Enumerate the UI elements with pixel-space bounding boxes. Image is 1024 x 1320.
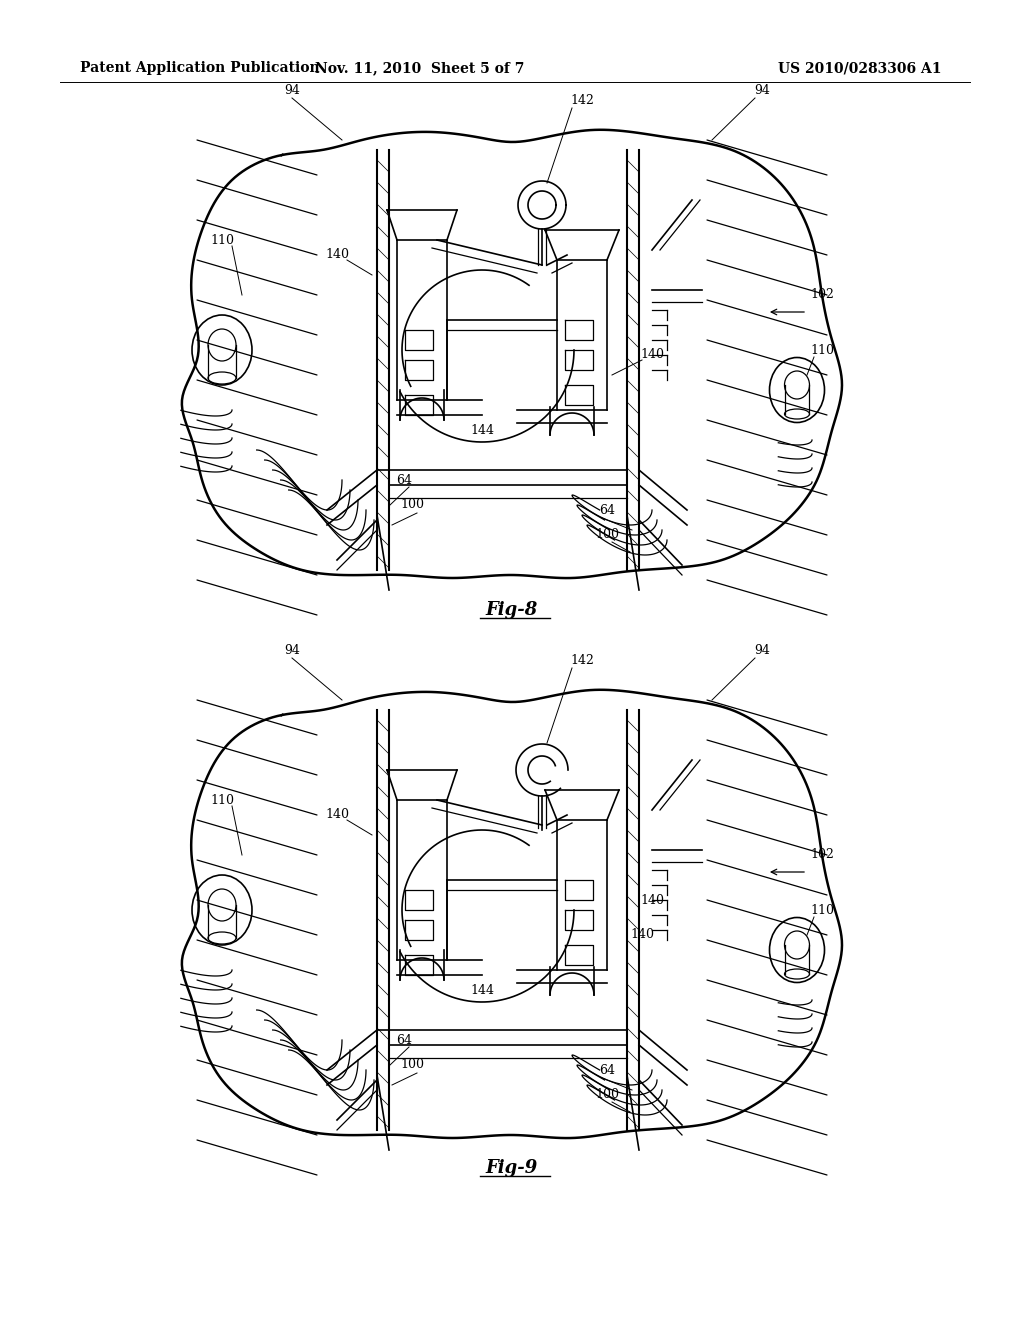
Text: 100: 100 (595, 528, 618, 541)
Text: Fig-9: Fig-9 (485, 1159, 539, 1177)
Text: 102: 102 (810, 289, 834, 301)
Text: Fig-8: Fig-8 (485, 601, 539, 619)
Text: 100: 100 (595, 1089, 618, 1101)
Text: 140: 140 (630, 928, 654, 941)
Text: 140: 140 (640, 894, 664, 907)
Text: Nov. 11, 2010  Sheet 5 of 7: Nov. 11, 2010 Sheet 5 of 7 (315, 61, 524, 75)
Text: 94: 94 (754, 83, 770, 96)
Text: 64: 64 (396, 1034, 412, 1047)
Text: 140: 140 (325, 808, 349, 821)
Text: 140: 140 (325, 248, 349, 261)
Text: 144: 144 (470, 424, 494, 437)
Text: 100: 100 (400, 499, 424, 511)
Text: 142: 142 (570, 94, 594, 107)
Text: 100: 100 (400, 1059, 424, 1072)
Text: 142: 142 (570, 653, 594, 667)
Text: 102: 102 (810, 849, 834, 862)
Text: 94: 94 (754, 644, 770, 656)
Text: Patent Application Publication: Patent Application Publication (80, 61, 319, 75)
Text: 144: 144 (470, 983, 494, 997)
Text: 94: 94 (284, 644, 300, 656)
Text: 110: 110 (210, 234, 234, 247)
Text: 140: 140 (640, 348, 664, 362)
Text: 64: 64 (599, 1064, 615, 1077)
Text: US 2010/0283306 A1: US 2010/0283306 A1 (778, 61, 942, 75)
Text: 64: 64 (599, 503, 615, 516)
Text: 64: 64 (396, 474, 412, 487)
Text: 110: 110 (210, 793, 234, 807)
Text: 110: 110 (810, 903, 834, 916)
Text: 110: 110 (810, 343, 834, 356)
Text: 94: 94 (284, 83, 300, 96)
